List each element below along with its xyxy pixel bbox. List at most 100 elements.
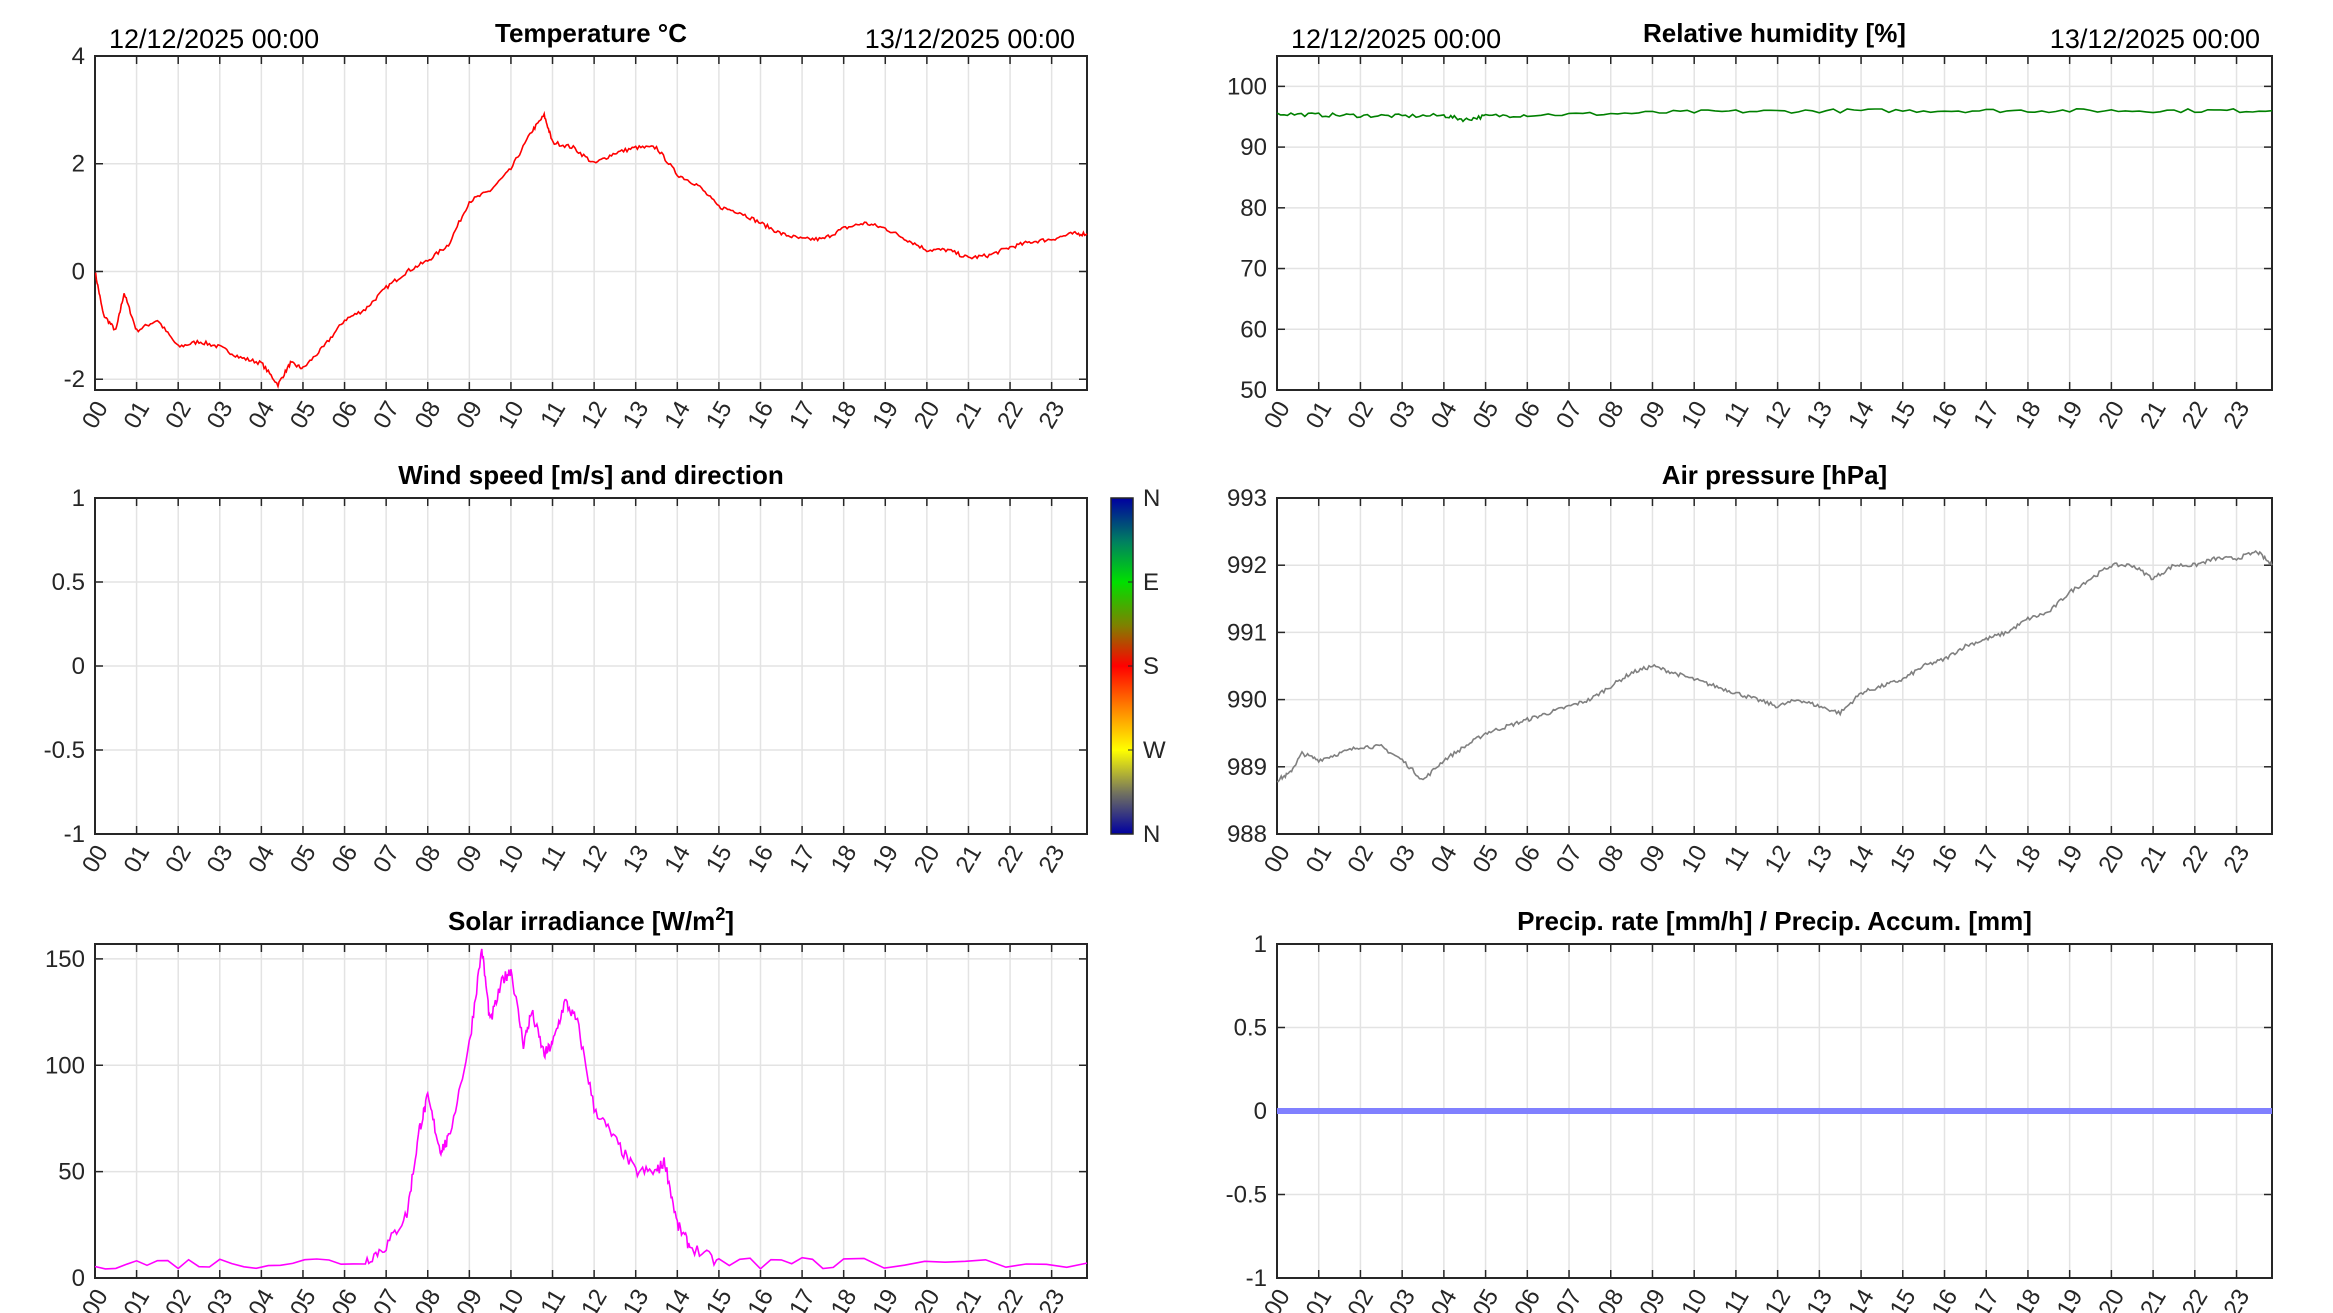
y-tick-label: -1 xyxy=(1246,1265,1267,1292)
x-tick-label: 09 xyxy=(451,1285,488,1313)
x-tick-label: 23 xyxy=(1034,841,1071,878)
x-tick-label: 05 xyxy=(1468,397,1505,434)
axes-box xyxy=(1276,497,2273,835)
x-tick-label: 20 xyxy=(2093,841,2130,878)
y-tick-label: 90 xyxy=(1240,134,1267,161)
x-tick-label: 05 xyxy=(1468,1285,1505,1313)
chart-title-text: Solar irradiance [W/m xyxy=(448,906,715,936)
y-tick-label: 60 xyxy=(1240,316,1267,343)
x-tick-label: 21 xyxy=(950,397,987,434)
x-tick-label: 20 xyxy=(909,841,946,878)
x-tick-label: 07 xyxy=(1551,1285,1588,1313)
chart-title-text: Precip. rate [mm/h] / Precip. Accum. [mm… xyxy=(1517,906,2032,936)
x-tick-label: 10 xyxy=(493,1285,530,1313)
y-tick-label: 100 xyxy=(1227,73,1267,100)
y-tick-label: -0.5 xyxy=(1226,1182,1267,1209)
y-tick-label: 1 xyxy=(72,485,85,512)
x-tick-label: 20 xyxy=(909,1285,946,1313)
x-tick-label: 13 xyxy=(618,397,655,434)
x-tick-label: 08 xyxy=(410,1285,447,1313)
x-tick-label: 19 xyxy=(867,841,904,878)
series-line-solar xyxy=(94,948,1088,1270)
y-tick-label: 80 xyxy=(1240,195,1267,222)
y-tick-label: 100 xyxy=(45,1052,85,1079)
x-tick-label: 20 xyxy=(909,397,946,434)
x-tick-label: 09 xyxy=(451,841,488,878)
x-tick-label: 15 xyxy=(701,841,738,878)
x-tick-label: 15 xyxy=(1885,1285,1922,1313)
x-tick-label: 23 xyxy=(2218,397,2255,434)
chart-title: Relative humidity [%] xyxy=(1643,18,1906,48)
x-tick-label: 02 xyxy=(160,841,197,878)
x-tick-label: 15 xyxy=(1885,841,1922,878)
chart-title: Precip. rate [mm/h] / Precip. Accum. [mm… xyxy=(1517,906,2032,936)
x-tick-label: 12 xyxy=(1760,1285,1797,1313)
x-tick-label: 21 xyxy=(2135,397,2172,434)
x-tick-label: 07 xyxy=(1551,841,1588,878)
x-tick-label: 16 xyxy=(1926,397,1963,434)
x-tick-label: 16 xyxy=(1926,841,1963,878)
chart-temperature: 00 01 02 03 04 05 06 07 08 09 10 11 12 13 14 15 16 17 18 19… xyxy=(64,18,1088,434)
chart-title-text: Temperature °C xyxy=(495,18,687,48)
x-tick-label: 10 xyxy=(493,841,530,878)
y-tick-label: 0.5 xyxy=(1234,1015,1267,1042)
y-tick-label: 50 xyxy=(58,1159,85,1186)
x-tick-label: 11 xyxy=(535,841,571,876)
x-tick-label: 22 xyxy=(2177,1285,2214,1313)
x-tick-label: 02 xyxy=(1342,1285,1379,1313)
x-tick-label: 03 xyxy=(202,841,239,878)
x-tick-label: 15 xyxy=(701,397,738,434)
x-tick-label: 16 xyxy=(742,841,779,878)
y-tick-label: -2 xyxy=(64,366,85,393)
y-tick-label: 0.5 xyxy=(52,569,85,596)
x-tick-label: 17 xyxy=(784,1285,821,1313)
x-tick-label: 20 xyxy=(2093,1285,2130,1313)
x-tick-label: 17 xyxy=(1968,841,2005,878)
end-date-label: 13/12/2025 00:00 xyxy=(865,24,1075,54)
x-tick-label: 18 xyxy=(2010,397,2047,434)
chart-humidity: 00 01 02 03 04 05 06 07 08 09 10 11 12 13 14 15 16 17 18 19… xyxy=(1227,18,2273,434)
y-tick-label: 0 xyxy=(1254,1098,1267,1125)
x-tick-label: 14 xyxy=(1843,1285,1880,1313)
x-tick-label: 01 xyxy=(119,397,156,434)
y-tick-label: 0 xyxy=(72,258,85,285)
x-tick-label: 04 xyxy=(243,841,280,878)
x-tick-label: 01 xyxy=(1301,841,1338,878)
y-tick-label: -0.5 xyxy=(44,737,85,764)
x-tick-label: 11 xyxy=(1719,1285,1755,1313)
x-tick-label: 17 xyxy=(1968,397,2005,434)
x-tick-label: 03 xyxy=(1384,841,1421,878)
x-tick-label: 09 xyxy=(1634,841,1671,878)
x-tick-label: 02 xyxy=(160,397,197,434)
x-tick-label: 19 xyxy=(867,397,904,434)
x-tick-label: 07 xyxy=(368,841,405,878)
x-tick-label: 06 xyxy=(327,1285,364,1313)
colorbar-label: S xyxy=(1143,653,1159,680)
x-tick-label: 06 xyxy=(327,397,364,434)
x-tick-label: 08 xyxy=(1593,1285,1630,1313)
y-tick-label: 990 xyxy=(1227,687,1267,714)
x-tick-label: 10 xyxy=(1676,841,1713,878)
x-tick-label: 08 xyxy=(410,841,447,878)
x-tick-label: 02 xyxy=(160,1285,197,1313)
x-tick-label: 13 xyxy=(1801,397,1838,434)
x-tick-label: 12 xyxy=(576,397,613,434)
x-tick-label: 21 xyxy=(950,841,987,878)
axes-box xyxy=(94,497,1088,835)
x-tick-label: 10 xyxy=(1676,1285,1713,1313)
chart-wind: 00 01 02 03 04 05 06 07 08 09 10 11 12 13 14 15 16 17 18 19… xyxy=(44,460,1166,877)
y-tick-label: 989 xyxy=(1227,754,1267,781)
chart-title-end: ] xyxy=(725,906,734,936)
y-tick-label: 0 xyxy=(72,653,85,680)
y-tick-label: 988 xyxy=(1227,821,1267,848)
colorbar-label: N xyxy=(1143,821,1160,848)
axes-box xyxy=(94,55,1088,391)
x-tick-label: 15 xyxy=(1885,397,1922,434)
x-tick-label: 17 xyxy=(784,841,821,878)
x-tick-label: 13 xyxy=(618,1285,655,1313)
x-tick-label: 15 xyxy=(701,1285,738,1313)
y-tick-label: 50 xyxy=(1240,377,1267,404)
x-tick-label: 12 xyxy=(576,1285,613,1313)
y-tick-label: 1 xyxy=(1254,931,1267,958)
chart-title-superscript: 2 xyxy=(715,904,725,924)
